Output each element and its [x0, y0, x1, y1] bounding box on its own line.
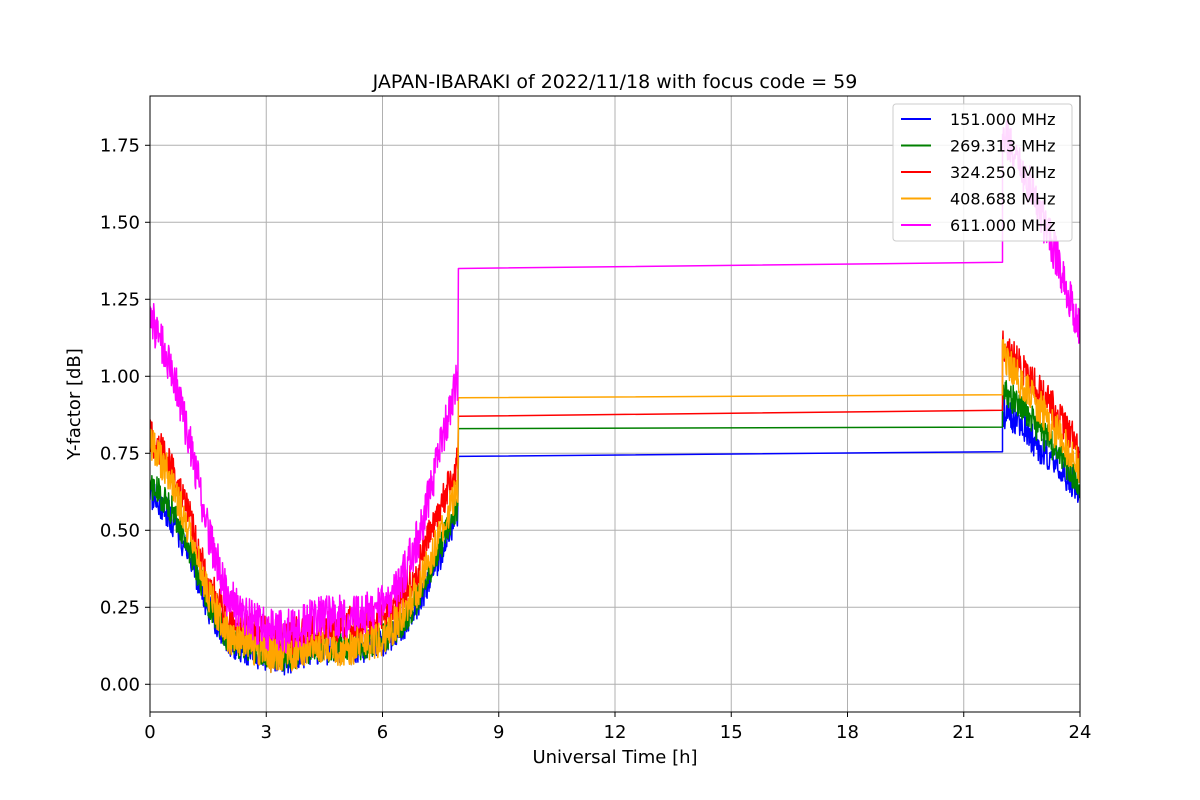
- y-axis: 0.00 0.25 0.50 0.75 1.00 1.25 1.50 1.75: [100, 135, 150, 695]
- legend-label: 269.313 MHz: [950, 137, 1055, 156]
- x-tick-label: 12: [604, 722, 627, 743]
- x-tick-label: 21: [952, 722, 975, 743]
- x-tick-label: 18: [836, 722, 859, 743]
- legend-label: 324.250 MHz: [950, 163, 1055, 182]
- y-tick-label: 1.25: [100, 289, 140, 310]
- x-tick-label: 24: [1069, 722, 1092, 743]
- y-tick-label: 1.00: [100, 366, 140, 387]
- legend-label: 611.000 MHz: [950, 216, 1055, 235]
- x-tick-label: 9: [493, 722, 504, 743]
- y-tick-label: 0.25: [100, 597, 140, 618]
- chart-title: JAPAN-IBARAKI of 2022/11/18 with focus c…: [372, 71, 858, 93]
- legend-label: 151.000 MHz: [950, 110, 1055, 129]
- y-tick-label: 1.75: [100, 135, 140, 156]
- legend: 151.000 MHz 269.313 MHz 324.250 MHz 408.688…: [892, 103, 1073, 242]
- y-tick-label: 0.75: [100, 443, 140, 464]
- x-axis: 0 3 6 9 12 15 18 21 24: [144, 712, 1091, 743]
- x-tick-label: 15: [720, 722, 743, 743]
- x-axis-label: Universal Time [h]: [532, 747, 697, 768]
- y-tick-label: 0.50: [100, 520, 140, 541]
- y-axis-label: Y-factor [dB]: [64, 348, 85, 461]
- legend-label: 408.688 MHz: [950, 190, 1055, 209]
- y-tick-label: 0.00: [100, 674, 140, 695]
- y-tick-label: 1.50: [100, 212, 140, 233]
- x-tick-label: 3: [261, 722, 272, 743]
- x-tick-label: 0: [144, 722, 155, 743]
- series-line: [150, 339, 1080, 674]
- x-tick-label: 6: [377, 722, 388, 743]
- legend-box: [892, 103, 1073, 242]
